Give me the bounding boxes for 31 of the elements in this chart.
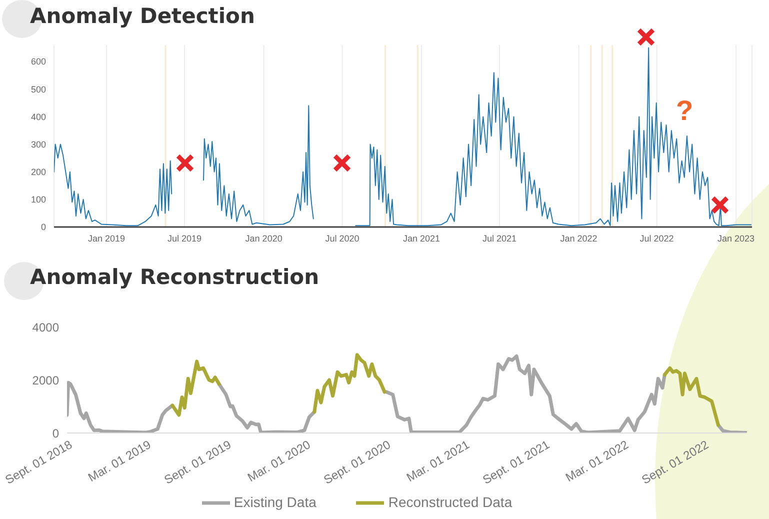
x-tick-label: Jul 2020 <box>325 233 360 244</box>
y-tick-label: 0 <box>40 222 46 232</box>
y-tick-label: 4000 <box>32 320 60 334</box>
y-tick-label: 600 <box>30 56 46 67</box>
x-tick-label: Jan 2023 <box>718 233 755 244</box>
y-tick-label: 500 <box>30 84 46 94</box>
x-tick-label: Jul 2019 <box>168 233 202 244</box>
x-tick-label: Jan 2022 <box>560 233 598 244</box>
x-tick-label: Mar. 01 2019 <box>86 437 154 485</box>
legend-label: Reconstructed Data <box>388 494 512 510</box>
x-tick-label: Mar. 01 2022 <box>563 437 632 485</box>
x-tick-label: Jul 2021 <box>482 233 517 244</box>
chart-title: Anomaly Detection <box>30 4 255 28</box>
x-tick-label: Sept. 01 2022 <box>639 437 712 487</box>
x-tick-label: Jan 2021 <box>403 233 440 244</box>
x-tick-label: Sept. 01 2020 <box>321 437 394 487</box>
x-tick-label: Sept. 01 2021 <box>480 437 552 487</box>
y-tick-label: 2000 <box>32 373 60 388</box>
x-tick-label: Jan 2020 <box>245 233 282 244</box>
y-tick-label: 100 <box>30 194 46 205</box>
y-tick-label: 200 <box>30 167 46 178</box>
x-tick-label: Jul 2022 <box>640 233 674 244</box>
x-tick-label: Sept. 01 2019 <box>162 437 234 487</box>
legend-label: Existing Data <box>234 494 316 510</box>
y-tick-label: 400 <box>30 112 46 122</box>
x-tick-label: Mar. 01 2021 <box>404 437 472 485</box>
annotation: ? <box>676 95 694 126</box>
x-tick-label: Mar. 01 2020 <box>245 437 314 485</box>
x-tick-label: Jan 2019 <box>88 233 126 244</box>
y-tick-label: 300 <box>30 139 46 150</box>
chart-title: Anomaly Reconstruction <box>30 265 320 289</box>
